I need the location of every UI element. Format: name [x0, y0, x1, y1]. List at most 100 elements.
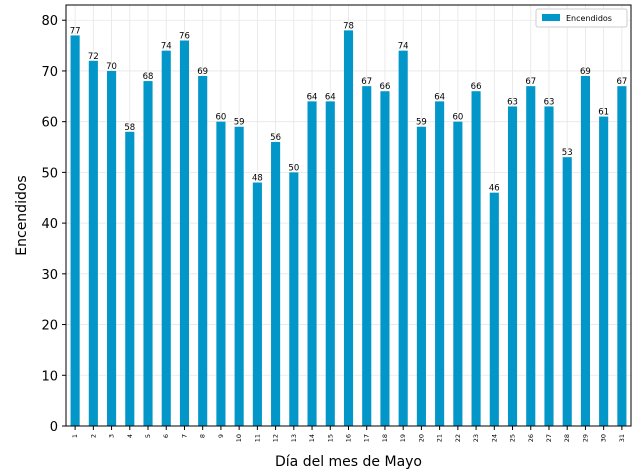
data-label: 67 [525, 77, 536, 87]
x-tick-label: 2 [89, 434, 97, 438]
data-label: 69 [580, 67, 591, 77]
bar-day-21 [435, 101, 445, 426]
bar-day-7 [179, 40, 190, 427]
legend-swatch [542, 14, 560, 21]
data-label: 53 [562, 148, 573, 158]
data-label: 74 [398, 42, 409, 52]
x-tick-label: 22 [454, 434, 462, 442]
bar-day-31 [617, 86, 627, 427]
y-tick-label: 30 [41, 268, 58, 283]
x-tick-label: 27 [545, 434, 553, 442]
x-tick-label: 20 [417, 434, 425, 442]
y-tick-label: 10 [41, 369, 58, 384]
data-label: 67 [361, 77, 372, 87]
x-tick-label: 3 [108, 434, 116, 438]
bar-day-12 [271, 141, 281, 426]
data-label: 60 [452, 113, 463, 123]
legend-box [535, 8, 628, 28]
data-label: 66 [471, 82, 482, 92]
y-axis-title: Encendidos [14, 175, 30, 255]
data-label: 78 [343, 21, 354, 31]
data-label: 64 [307, 92, 318, 102]
bars [70, 30, 627, 427]
bar-day-15 [325, 101, 335, 426]
legend-label: Encendidos [566, 14, 612, 23]
x-tick-label: 28 [563, 434, 571, 442]
y-tick-label: 0 [50, 420, 58, 435]
bar-day-8 [198, 76, 208, 426]
x-tick-label: 26 [527, 434, 535, 442]
data-label: 58 [124, 123, 135, 133]
x-tick-label: 21 [436, 434, 444, 442]
x-tick-label: 7 [180, 434, 188, 438]
y-tick-label: 60 [41, 116, 58, 131]
bar-day-2 [88, 60, 98, 427]
bar-day-10 [234, 126, 244, 427]
bar-day-20 [416, 126, 426, 427]
y-tick-label: 20 [41, 319, 58, 334]
data-label: 64 [434, 92, 445, 102]
data-label: 70 [106, 62, 117, 72]
x-tick-label: 9 [217, 434, 225, 438]
bar-day-18 [380, 91, 390, 426]
x-axis-title: Día del mes de Mayo [275, 454, 422, 470]
data-label: 50 [288, 163, 299, 173]
data-label: 46 [489, 184, 500, 194]
x-tick-label: 15 [326, 434, 334, 442]
x-tick-label: 19 [399, 434, 407, 442]
data-label: 64 [325, 92, 336, 102]
data-label: 61 [598, 108, 609, 118]
x-tick-label: 13 [290, 434, 298, 442]
legend: Encendidos [535, 8, 628, 28]
data-label: 68 [143, 72, 154, 82]
bar-day-19 [398, 50, 408, 426]
bar-day-23 [471, 91, 481, 426]
bar-day-4 [125, 131, 135, 426]
x-tick-label: 23 [472, 434, 480, 442]
data-label: 67 [616, 77, 627, 87]
bar-day-28 [562, 157, 572, 426]
bar-day-13 [289, 172, 299, 426]
y-tick-label: 40 [41, 217, 58, 232]
data-label: 76 [179, 32, 190, 42]
bar-day-1 [70, 35, 80, 426]
x-tick-label: 31 [618, 434, 626, 442]
y-tick-label: 80 [41, 14, 58, 29]
x-tick-label: 5 [144, 434, 152, 438]
x-tick-label: 18 [381, 434, 389, 442]
data-label: 63 [507, 97, 518, 107]
x-tick-label: 8 [199, 434, 207, 438]
bar-day-11 [252, 182, 262, 426]
x-tick-label: 10 [235, 434, 243, 442]
bar-day-14 [307, 101, 317, 426]
data-label: 69 [197, 67, 208, 77]
x-tick-label: 24 [490, 434, 498, 442]
x-tick-label: 16 [345, 434, 353, 442]
x-tick-label: 29 [581, 434, 589, 442]
x-tick-label: 17 [363, 434, 371, 442]
bar-day-5 [143, 81, 153, 426]
bar-day-6 [161, 50, 171, 426]
bar-day-9 [216, 121, 226, 426]
data-label: 59 [416, 118, 427, 128]
x-tick-label: 4 [126, 434, 134, 438]
data-label: 72 [88, 52, 99, 62]
bar-day-16 [343, 30, 354, 426]
bar-day-26 [526, 86, 536, 427]
data-label: 66 [380, 82, 391, 92]
x-tick-label: 11 [253, 434, 261, 442]
data-label: 59 [234, 118, 245, 128]
data-label: 48 [252, 174, 263, 184]
x-tick-label: 12 [272, 434, 280, 442]
data-label: 60 [216, 113, 227, 123]
bar-day-17 [362, 86, 372, 427]
x-tick-label: 25 [509, 434, 517, 442]
data-label: 56 [270, 133, 281, 143]
x-tick-label: 30 [600, 434, 608, 442]
y-axis: 0 10 20 30 40 50 60 70 80 [41, 14, 66, 435]
bar-day-3 [107, 70, 117, 426]
bar-day-30 [599, 116, 609, 426]
bar-day-25 [507, 106, 518, 426]
bar-day-27 [544, 106, 554, 426]
